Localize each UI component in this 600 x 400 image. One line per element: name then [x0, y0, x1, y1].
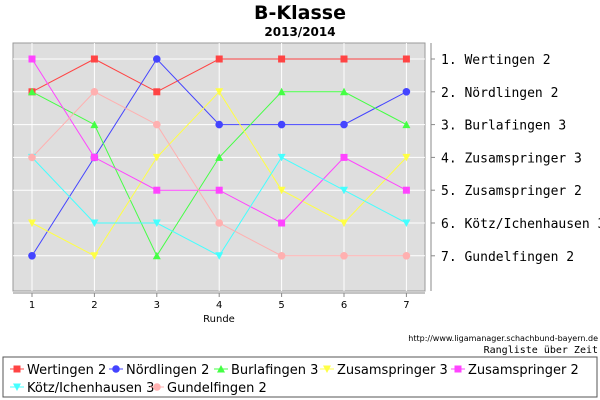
series-4-point [28, 219, 36, 227]
legend-swatch-marker [454, 365, 462, 373]
series-4-point [340, 219, 348, 227]
series-1-point [90, 55, 98, 63]
series-2-point [402, 88, 411, 96]
ranking-label: 3. Burlafingen 3 [441, 119, 566, 134]
series-2-point [153, 55, 161, 63]
series-4-point [152, 153, 161, 162]
legend-swatch-marker [13, 365, 21, 373]
ranking-labels: 1. Wertingen 2 2. Nördlingen 2 3. Burlafin… [431, 53, 600, 265]
x-tick-label: 5 [278, 300, 284, 311]
series-7-point [402, 252, 411, 260]
series-4-point [90, 252, 99, 260]
x-tick-label: 1 [29, 300, 35, 311]
series-6-point [402, 219, 411, 227]
ranking-label: 4. Zusamspringer 3 [441, 151, 582, 166]
legend-label: Zusamspringer 3 [337, 363, 448, 378]
series-4-point [277, 186, 286, 195]
x-tick-label: 2 [91, 300, 97, 311]
chart-caption: Rangliste über Zeit [484, 345, 598, 356]
series-6-point [277, 153, 286, 162]
legend-label: Gundelfingen 2 [167, 381, 267, 396]
series-7-point [153, 120, 161, 129]
series-4-point [215, 88, 224, 96]
series-7-point [28, 153, 36, 162]
legend-swatch-marker [13, 383, 21, 391]
legend: Wertingen 2 Nördlingen 2 Burlafingen 3 Zusa… [10, 363, 579, 396]
x-axis-label: Runde [203, 314, 235, 325]
series-4-point [402, 153, 411, 162]
legend-swatch-marker [153, 383, 161, 391]
series-1-point [340, 55, 348, 63]
series-7-point [215, 219, 223, 227]
legend-label: Nördlingen 2 [126, 363, 209, 378]
series-5-point [90, 153, 98, 161]
x-tick-label: 4 [216, 300, 222, 311]
series-7-point [277, 252, 286, 260]
series-6-point [215, 252, 224, 260]
series-5-point [215, 186, 223, 194]
legend-swatch-marker [112, 365, 120, 373]
x-tick-label: 7 [403, 300, 409, 311]
series-3-point [277, 87, 286, 96]
series-3-point [340, 87, 348, 96]
ranking-label: 2. Nördlingen 2 [441, 86, 558, 101]
series-6-point [90, 219, 99, 227]
series-3-point [152, 251, 161, 260]
series-5-point [28, 55, 36, 63]
series-7-point [340, 252, 348, 260]
series-1-point [153, 88, 161, 96]
series-2-point [28, 252, 36, 260]
ranking-label: 6. Kötz/Ichenhausen 3 [441, 217, 600, 232]
legend-box [2, 356, 598, 398]
chart-subtitle: 2013/2014 [264, 25, 335, 39]
series-2-point [340, 120, 348, 129]
series-2-point [277, 120, 286, 129]
series-5-point [402, 186, 410, 194]
legend-label: Zusamspringer 2 [468, 363, 579, 378]
series-markers [28, 55, 411, 260]
series-3-point [215, 153, 224, 161]
legend-swatch-marker [323, 365, 331, 373]
ranking-label: 1. Wertingen 2 [441, 53, 551, 68]
series-1-point [402, 55, 410, 63]
series-7-point [90, 88, 99, 96]
series-6-point [152, 219, 161, 227]
ranking-label: 5. Zusamspringer 2 [441, 184, 582, 199]
series-1-point [215, 55, 223, 63]
legend-label: Burlafingen 3 [231, 363, 318, 378]
series-3-point [90, 120, 99, 129]
x-tick-label: 6 [341, 300, 347, 311]
series-5-point [340, 153, 348, 161]
x-axis-ticks: 1 2 3 4 5 6 7 [29, 293, 410, 311]
source-url: http://www.ligamanager.schachbund-bayern… [408, 334, 598, 343]
ranking-label: 7. Gundelfingen 2 [441, 250, 574, 265]
series-1-point [278, 55, 286, 63]
series-5-point [278, 219, 286, 227]
legend-swatch-marker [217, 365, 225, 373]
series-3-point [28, 87, 36, 96]
series-6-point [340, 186, 348, 195]
legend-label: Wertingen 2 [27, 363, 106, 378]
series-3-point [402, 120, 411, 129]
x-tick-label: 3 [154, 300, 160, 311]
legend-label: Kötz/Ichenhausen 3 [27, 381, 154, 396]
series-5-point [153, 186, 161, 194]
chart-title: B-Klasse [254, 2, 346, 24]
series-2-point [215, 120, 223, 129]
